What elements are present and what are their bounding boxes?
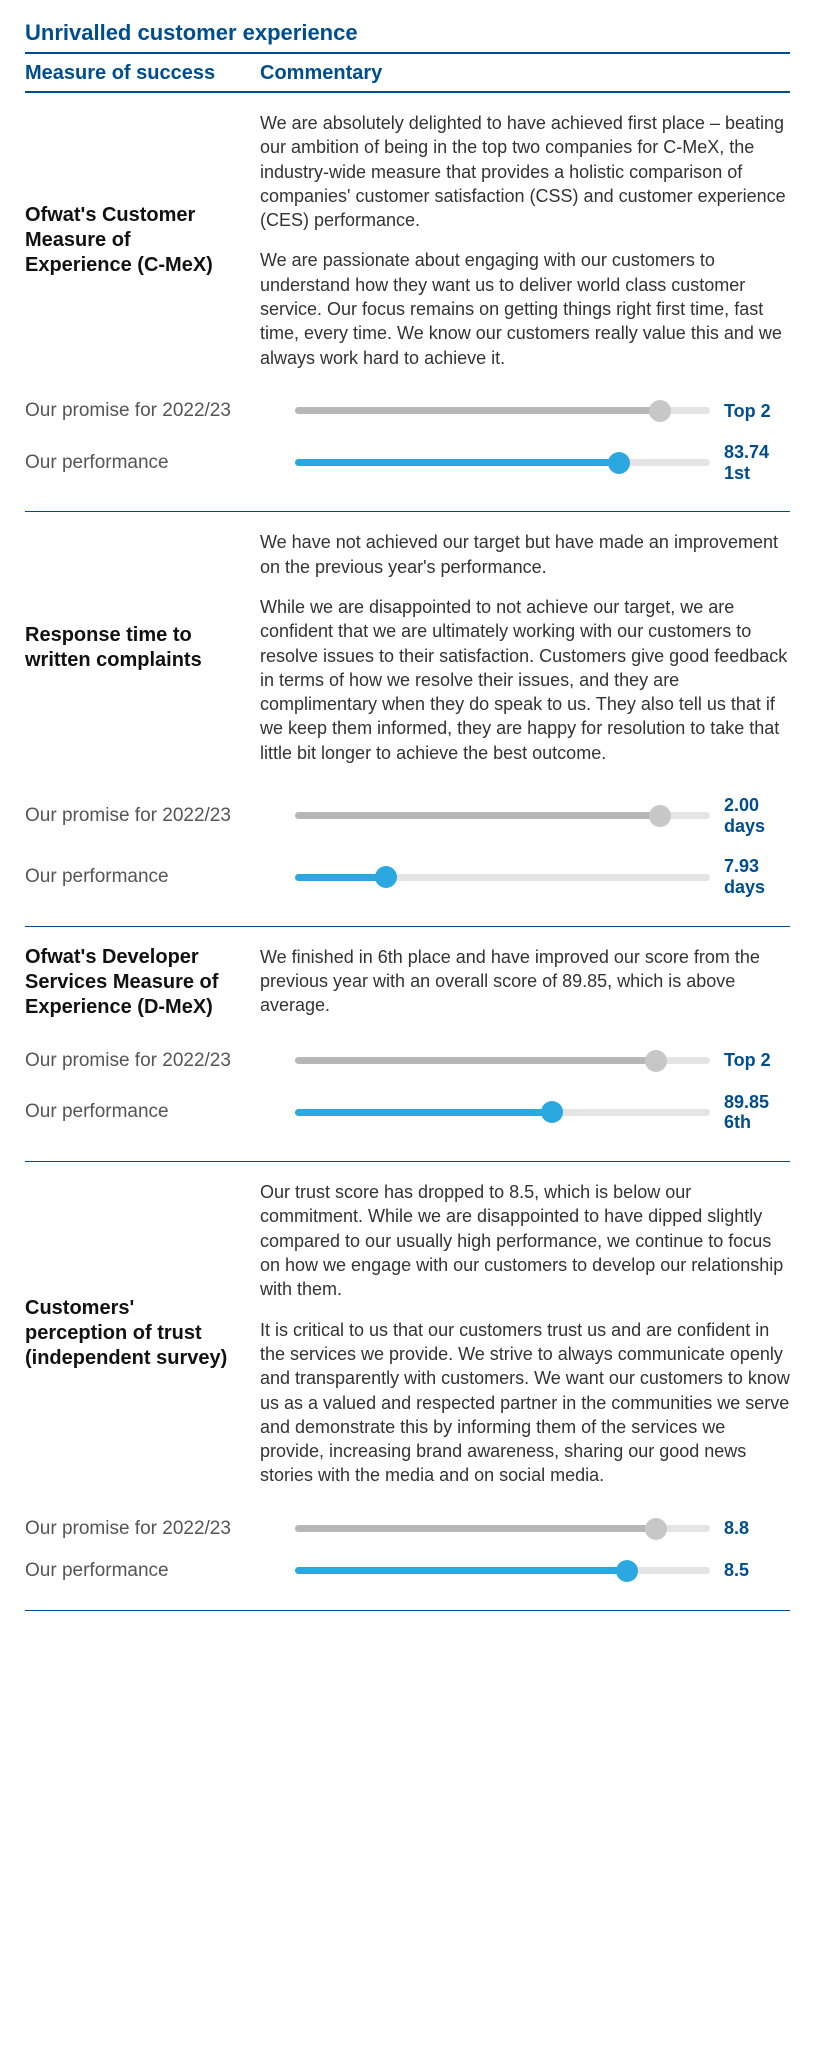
header-measure: Measure of success	[25, 62, 260, 85]
value-line2: days	[724, 816, 790, 837]
progress-track	[295, 812, 710, 819]
promise-row: Our promise for 2022/23 2.00days	[25, 789, 790, 842]
promise-label: Our promise for 2022/23	[25, 1050, 295, 1072]
progress-dot	[375, 866, 397, 888]
commentary-paragraph: We are absolutely delighted to have achi…	[260, 111, 790, 232]
progress-bar: 7.93days	[295, 856, 790, 897]
promise-row: Our promise for 2022/23 Top 2	[25, 394, 790, 428]
commentary-paragraph: While we are disappointed to not achieve…	[260, 595, 790, 765]
measure-commentary: We are absolutely delighted to have achi…	[260, 111, 790, 370]
progress-bar: 8.5	[295, 1560, 790, 1581]
progress-bar: 2.00days	[295, 795, 790, 836]
measure-top: Ofwat's Developer Services Measure of Ex…	[25, 945, 790, 1020]
progress-dot	[608, 452, 630, 474]
progress-dot	[649, 805, 671, 827]
commentary-paragraph: We have not achieved our target but have…	[260, 530, 790, 579]
progress-fill	[295, 459, 619, 466]
progress-bar: 89.856th	[295, 1092, 790, 1133]
performance-value: 7.93days	[710, 856, 790, 897]
value-line1: 83.74	[724, 442, 769, 462]
progress-fill	[295, 1109, 552, 1116]
progress-track	[295, 1057, 710, 1064]
measure-block: Ofwat's Developer Services Measure of Ex…	[25, 927, 790, 1162]
progress-track	[295, 1109, 710, 1116]
progress-fill	[295, 1525, 656, 1532]
progress-bar: 8.8	[295, 1518, 790, 1539]
progress-bar: Top 2	[295, 401, 790, 422]
measure-commentary: We have not achieved our target but have…	[260, 530, 790, 765]
value-line1: 2.00	[724, 795, 759, 815]
commentary-paragraph: We finished in 6th place and have improv…	[260, 945, 790, 1018]
promise-value: Top 2	[710, 401, 790, 422]
header-commentary: Commentary	[260, 62, 790, 85]
performance-label: Our performance	[25, 1101, 295, 1123]
progress-track	[295, 407, 710, 414]
progress-fill	[295, 1057, 656, 1064]
commentary-paragraph: It is critical to us that our customers …	[260, 1318, 790, 1488]
promise-row: Our promise for 2022/23 8.8	[25, 1512, 790, 1546]
progress-track	[295, 459, 710, 466]
value-line2: 6th	[724, 1112, 790, 1133]
measure-block: Ofwat's Customer Measure of Experience (…	[25, 93, 790, 512]
value-line1: 7.93	[724, 856, 759, 876]
value-line1: Top 2	[724, 1050, 771, 1070]
progress-track	[295, 1567, 710, 1574]
value-line2: days	[724, 877, 790, 898]
performance-value: 89.856th	[710, 1092, 790, 1133]
promise-label: Our promise for 2022/23	[25, 1518, 295, 1540]
value-line1: 89.85	[724, 1092, 769, 1112]
progress-dot	[649, 400, 671, 422]
value-line1: Top 2	[724, 401, 771, 421]
promise-value: Top 2	[710, 1050, 790, 1071]
commentary-paragraph: We are passionate about engaging with ou…	[260, 248, 790, 369]
measure-commentary: Our trust score has dropped to 8.5, whic…	[260, 1180, 790, 1488]
measure-name: Ofwat's Customer Measure of Experience (…	[25, 111, 260, 370]
progress-track	[295, 874, 710, 881]
progress-fill	[295, 812, 660, 819]
progress-dot	[541, 1101, 563, 1123]
value-line1: 8.5	[724, 1560, 749, 1580]
progress-dot	[645, 1518, 667, 1540]
measure-name: Response time to written complaints	[25, 530, 260, 765]
promise-label: Our promise for 2022/23	[25, 400, 295, 422]
measure-block: Customers' perception of trust (independ…	[25, 1162, 790, 1611]
measure-block: Response time to written complaintsWe ha…	[25, 512, 790, 926]
progress-fill	[295, 407, 660, 414]
progress-bar: 83.741st	[295, 442, 790, 483]
section-title: Unrivalled customer experience	[25, 20, 790, 54]
progress-dot	[645, 1050, 667, 1072]
progress-fill	[295, 874, 386, 881]
measure-top: Customers' perception of trust (independ…	[25, 1180, 790, 1488]
measure-name: Customers' perception of trust (independ…	[25, 1180, 260, 1488]
progress-dot	[616, 1560, 638, 1582]
performance-row: Our performance 89.856th	[25, 1086, 790, 1139]
value-line2: 1st	[724, 463, 790, 484]
performance-row: Our performance 8.5	[25, 1554, 790, 1588]
measure-top: Response time to written complaintsWe ha…	[25, 530, 790, 765]
column-headers: Measure of success Commentary	[25, 54, 790, 93]
commentary-paragraph: Our trust score has dropped to 8.5, whic…	[260, 1180, 790, 1301]
performance-value: 83.741st	[710, 442, 790, 483]
performance-value: 8.5	[710, 1560, 790, 1581]
value-line1: 8.8	[724, 1518, 749, 1538]
progress-fill	[295, 1567, 627, 1574]
promise-value: 2.00days	[710, 795, 790, 836]
measure-top: Ofwat's Customer Measure of Experience (…	[25, 111, 790, 370]
performance-label: Our performance	[25, 1560, 295, 1582]
measure-name: Ofwat's Developer Services Measure of Ex…	[25, 945, 260, 1020]
performance-label: Our performance	[25, 452, 295, 474]
performance-label: Our performance	[25, 866, 295, 888]
measure-commentary: We finished in 6th place and have improv…	[260, 945, 790, 1020]
performance-row: Our performance 7.93days	[25, 850, 790, 903]
promise-row: Our promise for 2022/23 Top 2	[25, 1044, 790, 1078]
progress-bar: Top 2	[295, 1050, 790, 1071]
promise-value: 8.8	[710, 1518, 790, 1539]
progress-track	[295, 1525, 710, 1532]
performance-row: Our performance 83.741st	[25, 436, 790, 489]
promise-label: Our promise for 2022/23	[25, 805, 295, 827]
